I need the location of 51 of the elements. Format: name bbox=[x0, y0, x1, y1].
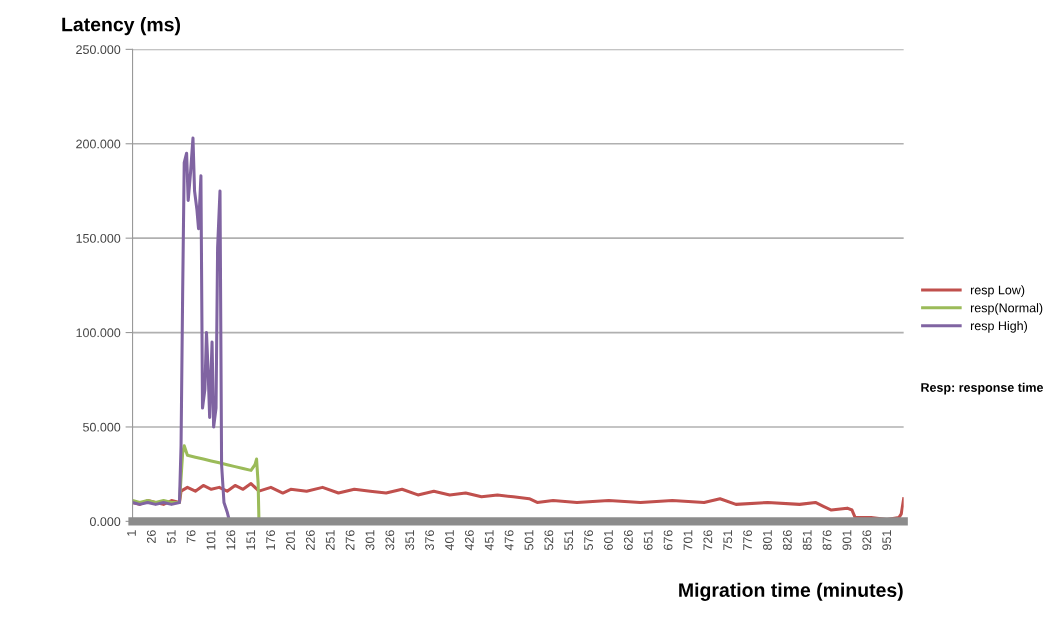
legend-label: resp(Normal) bbox=[970, 303, 1043, 315]
x-tick-label: 551 bbox=[564, 530, 574, 551]
x-tick-label: 476 bbox=[504, 530, 514, 551]
x-tick-label: 426 bbox=[464, 530, 474, 551]
x-tick-label: 801 bbox=[763, 530, 772, 551]
x-tick-label: 176 bbox=[266, 530, 276, 550]
x-tick-label: 626 bbox=[623, 530, 633, 550]
x-tick-label: 226 bbox=[305, 530, 315, 550]
x-tick-label: 826 bbox=[782, 530, 792, 551]
x-tick-label: 751 bbox=[723, 530, 733, 550]
y-tick-label: 0.000 bbox=[89, 517, 121, 527]
y-tick-label: 150.000 bbox=[76, 233, 121, 243]
x-tick-label: 876 bbox=[822, 530, 832, 551]
x-tick-label: 851 bbox=[802, 530, 812, 551]
x-tick-label: 201 bbox=[286, 530, 295, 550]
x-tick-label: 526 bbox=[544, 530, 554, 551]
x-tick-label: 401 bbox=[445, 530, 454, 551]
x-tick-label: 26 bbox=[146, 530, 156, 543]
x-tick-label: 276 bbox=[345, 530, 355, 550]
x-tick-label: 351 bbox=[405, 530, 415, 551]
x-tick-label: 101 bbox=[206, 530, 216, 550]
y-tick-label: 250.000 bbox=[76, 45, 121, 55]
x-axis-title: Migration time (minutes) bbox=[679, 582, 903, 601]
x-tick-label: 451 bbox=[484, 530, 494, 551]
x-tick-label: 951 bbox=[882, 530, 892, 550]
x-tick-label: 701 bbox=[683, 530, 693, 550]
y-tick-label: 100.000 bbox=[76, 328, 121, 338]
text: Resp: response time bbox=[921, 382, 1044, 395]
x-tick-label: 301 bbox=[365, 530, 375, 551]
y-tick-label: 50.000 bbox=[83, 422, 121, 432]
legend-label: resp High) bbox=[970, 321, 1028, 333]
x-tick-label: 601 bbox=[604, 530, 613, 550]
x-tick-label: 251 bbox=[325, 530, 335, 550]
x-tick-label: 926 bbox=[862, 530, 872, 550]
x-tick-label: 76 bbox=[186, 530, 196, 543]
legend-label: resp Low) bbox=[970, 285, 1025, 297]
x-tick-label: 651 bbox=[643, 530, 653, 550]
x-tick-label: 776 bbox=[743, 530, 753, 550]
x-tick-label: 576 bbox=[584, 530, 594, 551]
x-tick-label: 126 bbox=[226, 530, 236, 550]
x-tick-label: 1 bbox=[127, 530, 136, 536]
y-axis-title: Latency (ms) bbox=[62, 17, 180, 36]
x-tick-label: 51 bbox=[166, 530, 176, 544]
x-tick-label: 676 bbox=[663, 530, 673, 550]
x-tick-label: 501 bbox=[524, 530, 534, 551]
y-tick-label: 200.000 bbox=[76, 139, 121, 149]
x-tick-label: 376 bbox=[425, 530, 435, 551]
x-tick-label: 151 bbox=[246, 530, 256, 550]
x-tick-label: 901 bbox=[842, 530, 852, 550]
x-tick-label: 326 bbox=[385, 530, 395, 551]
x-tick-label: 726 bbox=[703, 530, 713, 550]
